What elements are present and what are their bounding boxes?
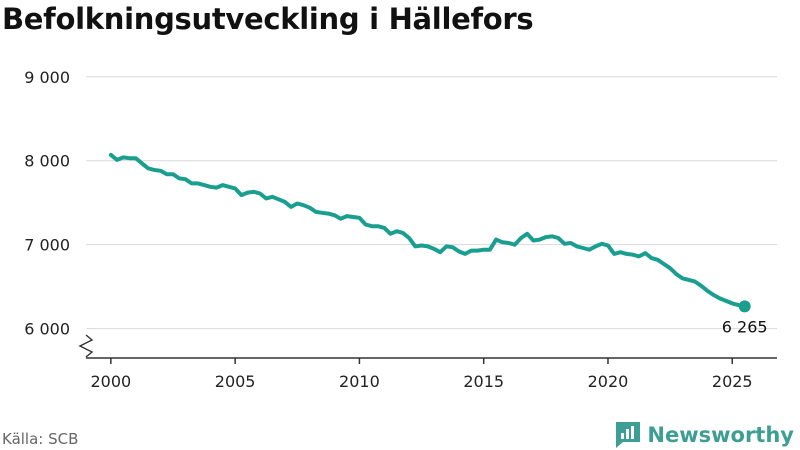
- chart-title: Befolkningsutveckling i Hällefors: [2, 2, 534, 36]
- x-axis: 2000 2005 2010 2015 2020 2025: [86, 357, 777, 391]
- y-axis-ticks: 6 000 7 000 8 000 9 000: [24, 68, 70, 339]
- y-tick-label: 8 000: [24, 152, 70, 171]
- x-tick-label: 2025: [712, 372, 753, 391]
- source-label: Källa: SCB: [2, 430, 79, 448]
- brand-logo[interactable]: Newsworthy: [615, 421, 794, 449]
- brand-name: Newsworthy: [647, 423, 794, 447]
- end-value-label: 6 265: [722, 317, 768, 336]
- x-tick-label: 2005: [215, 372, 256, 391]
- newsworthy-logo-icon: [616, 422, 641, 448]
- x-tick-label: 2020: [588, 372, 629, 391]
- x-tick-label: 2000: [90, 372, 131, 391]
- x-tick-label: 2010: [339, 372, 380, 391]
- series-line: [108, 152, 747, 309]
- x-tick-label: 2015: [463, 372, 504, 391]
- y-tick-label: 7 000: [24, 236, 70, 255]
- end-point-marker: [738, 300, 751, 313]
- y-axis-break-icon: [78, 334, 94, 358]
- gridlines: [86, 76, 777, 330]
- y-tick-label: 6 000: [24, 320, 70, 339]
- y-tick-label: 9 000: [24, 68, 70, 87]
